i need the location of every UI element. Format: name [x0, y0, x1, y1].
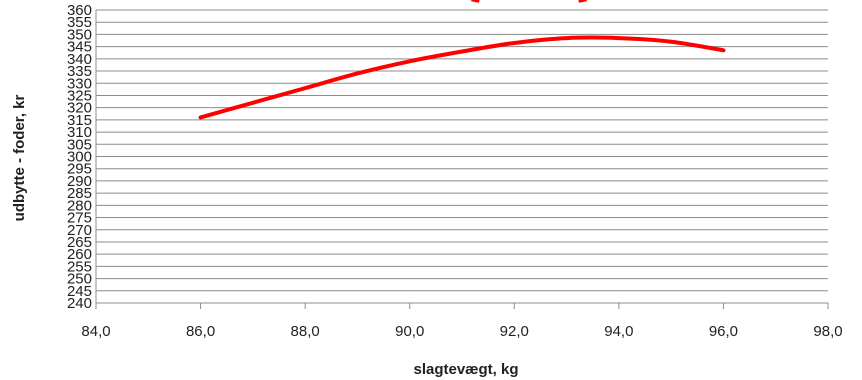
series-group — [198, 35, 726, 120]
y-tick-label: 260 — [67, 246, 92, 263]
y-tick-label: 240 — [67, 295, 92, 312]
y-tick-label: 250 — [67, 271, 92, 288]
y-tick-label: 325 — [67, 87, 92, 104]
y-tick-label: 330 — [67, 75, 92, 92]
y-tick-label: 285 — [67, 185, 92, 202]
x-tick-label: 94,0 — [604, 323, 633, 340]
series-line — [198, 35, 726, 120]
y-tick-label: 280 — [67, 197, 92, 214]
y-tick-label: 340 — [67, 51, 92, 68]
x-tick-label: 86,0 — [186, 323, 215, 340]
y-tick-label: 310 — [67, 124, 92, 141]
y-tick-label: 300 — [67, 149, 92, 166]
y-tick-label: 295 — [67, 161, 92, 178]
y-tick-label: 275 — [67, 210, 92, 227]
y-tick-label: 360 — [67, 2, 92, 19]
x-tick-label: 84,0 — [81, 323, 110, 340]
red-circle-annotation — [471, 0, 587, 4]
y-tick-label: 265 — [67, 234, 92, 251]
y-tick-label: 355 — [67, 14, 92, 31]
x-tick-labels: 84,0 86,0 88,0 90,0 92,0 94,0 96,0 98,0 — [81, 323, 842, 340]
y-tick-label: 335 — [67, 63, 92, 80]
x-tick-label: 96,0 — [709, 323, 738, 340]
gridlines — [95, 9, 829, 309]
y-tick-label: 345 — [67, 39, 92, 56]
y-tick-labels: 2402452502552602652702752802852902953003… — [67, 2, 92, 312]
y-tick-label: 255 — [67, 258, 92, 275]
y-tick-label: 290 — [67, 173, 92, 190]
y-tick-label: 315 — [67, 112, 92, 129]
y-tick-label: 350 — [67, 26, 92, 43]
x-tick-label: 90,0 — [395, 323, 424, 340]
y-axis-title: udbytte - foder, kr — [11, 95, 28, 222]
y-tick-label: 320 — [67, 100, 92, 117]
x-tick-label: 98,0 — [813, 323, 842, 340]
y-tick-label: 305 — [67, 136, 92, 153]
y-tick-label: 245 — [67, 283, 92, 300]
x-tick-label: 88,0 — [291, 323, 320, 340]
x-tick-label: 92,0 — [500, 323, 529, 340]
x-axis-title: slagtevægt, kg — [413, 361, 518, 378]
y-tick-label: 270 — [67, 222, 92, 239]
